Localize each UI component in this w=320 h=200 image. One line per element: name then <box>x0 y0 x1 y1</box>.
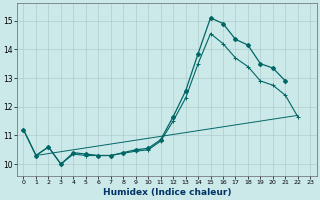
X-axis label: Humidex (Indice chaleur): Humidex (Indice chaleur) <box>103 188 231 197</box>
